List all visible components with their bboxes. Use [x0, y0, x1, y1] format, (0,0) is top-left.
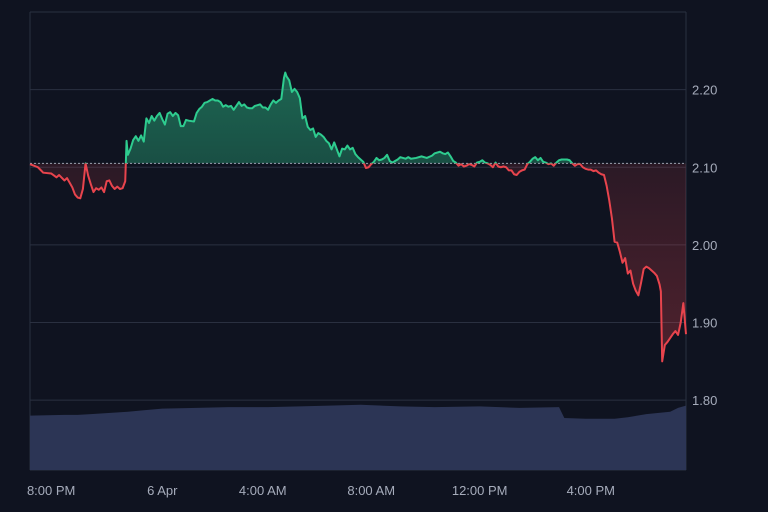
- price-line-below-baseline: [29, 163, 687, 363]
- y-axis-labels: 2.20 2.10 2.00 1.90 1.80: [692, 83, 717, 409]
- area-fill-above-baseline: [30, 72, 686, 164]
- price-line-above-baseline: [30, 71, 581, 164]
- x-tick-label: 8:00 PM: [27, 483, 75, 498]
- y-tick-label: 1.90: [692, 316, 717, 331]
- x-tick-label: 6 Apr: [147, 483, 178, 498]
- x-tick-label: 12:00 PM: [452, 483, 508, 498]
- y-tick-label: 2.20: [692, 83, 717, 98]
- grid: [30, 89, 686, 401]
- x-tick-label: 8:00 AM: [347, 483, 395, 498]
- x-tick-label: 4:00 PM: [567, 483, 615, 498]
- x-axis-labels: 8:00 PM 6 Apr 4:00 AM 8:00 AM 12:00 PM 4:00 P…: [27, 483, 615, 498]
- x-tick-label: 4:00 AM: [239, 483, 287, 498]
- plot-frame: [29, 11, 687, 471]
- area-fill-below-baseline: [30, 163, 686, 362]
- volume-area: [30, 404, 686, 470]
- y-tick-label: 2.10: [692, 160, 717, 175]
- y-tick-label: 1.80: [692, 393, 717, 408]
- y-tick-label: 2.00: [692, 238, 717, 253]
